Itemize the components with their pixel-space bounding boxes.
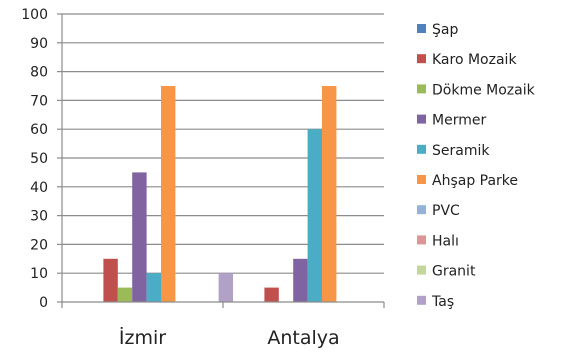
y-tick-label: 40 — [30, 180, 48, 196]
legend-swatch — [417, 84, 426, 94]
bar-Mermer-Antalya — [293, 258, 308, 302]
y-tick-label: 80 — [30, 65, 48, 81]
legend-swatch — [417, 24, 426, 33]
x-tick-label: Antalya — [267, 327, 339, 349]
axes: 0 10 20 30 40 50 60 70 80 90 100 İzmir Antalya — [21, 7, 385, 349]
legend-label: Karo Mozaik — [432, 52, 517, 68]
legend-swatch — [417, 54, 426, 64]
gridlines — [62, 13, 384, 274]
legend-label: Şap — [432, 22, 458, 38]
legend-label: Dökme Mozaik — [432, 82, 536, 98]
y-tick-label: 20 — [30, 237, 48, 253]
bars — [103, 86, 337, 302]
legend-swatch — [417, 175, 426, 184]
bar-Karo Mozaik-Antalya — [264, 287, 279, 302]
y-tick-label: 100 — [21, 7, 48, 23]
y-tick-label: 90 — [30, 36, 48, 52]
bar-Ahşap Parke-İzmir — [161, 86, 176, 302]
y-tick-label: 70 — [30, 93, 48, 109]
x-tick-label: İzmir — [119, 326, 166, 349]
legend-label: Halı — [432, 233, 459, 249]
legend-label: PVC — [432, 203, 460, 219]
bar-Karo Mozaik-İzmir — [103, 258, 118, 302]
legend-swatch — [417, 114, 426, 124]
legend-swatch — [417, 235, 426, 245]
legend: Şap Karo Mozaik Dökme Mozaik Mermer Seramik A… — [417, 22, 536, 310]
legend-label: Ahşap Parke — [432, 173, 518, 189]
legend-swatch — [417, 144, 426, 154]
legend-swatch — [417, 295, 426, 305]
legend-label: Granit — [432, 264, 476, 280]
bar-Dökme Mozaik-İzmir — [117, 287, 133, 302]
legend-label: Mermer — [432, 113, 486, 129]
y-tick-label: 10 — [30, 266, 48, 282]
y-tick-label: 30 — [30, 209, 48, 225]
legend-label: Seramik — [432, 143, 490, 159]
y-tick-label: 60 — [30, 122, 48, 138]
y-tick-label: 0 — [39, 295, 48, 311]
legend-swatch — [417, 265, 426, 275]
legend-swatch — [417, 205, 426, 215]
bar-Seramik-Antalya — [307, 129, 322, 302]
bar-Mermer-İzmir — [132, 172, 147, 302]
y-tick-label: 50 — [30, 151, 48, 167]
legend-label: Taş — [431, 294, 454, 310]
bar-Taş-İzmir — [218, 273, 233, 302]
bar-Seramik-İzmir — [146, 273, 161, 302]
bar-Ahşap Parke-Antalya — [322, 86, 337, 302]
